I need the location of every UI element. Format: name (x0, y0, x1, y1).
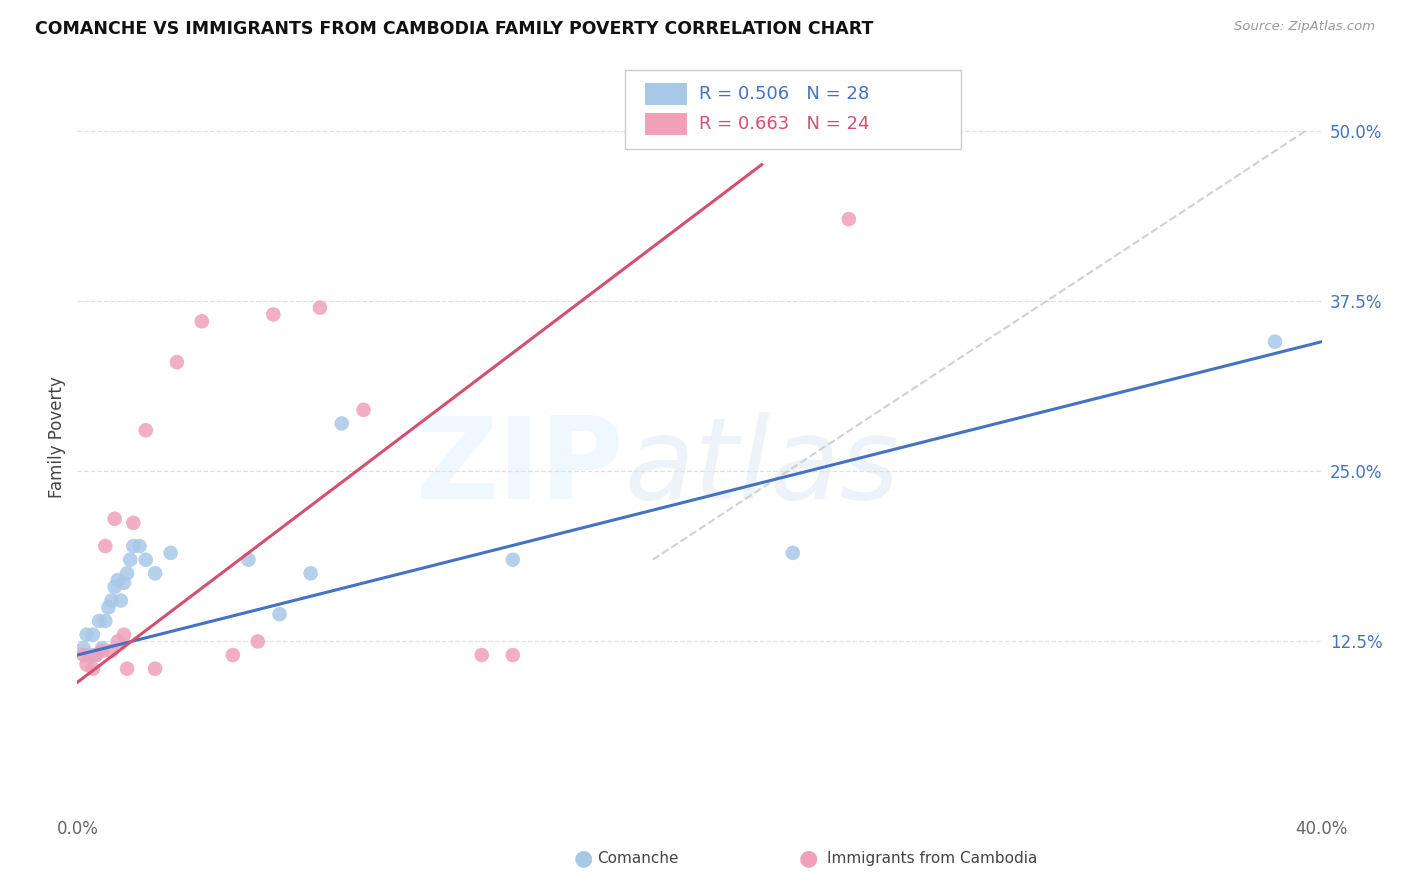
Point (94, 539, 117, 553)
Point (94, 614, 117, 628)
Text: R = 0.506   N = 28: R = 0.506 N = 28 (700, 85, 870, 103)
Point (107, 634, 129, 648)
Point (72, 641, 94, 656)
Point (502, 648, 524, 662)
Point (128, 539, 150, 553)
Point (120, 552, 142, 566)
Point (222, 648, 245, 662)
Point (238, 552, 260, 566)
Point (100, 644, 122, 658)
Point (262, 308, 284, 322)
Point (122, 539, 145, 553)
Point (84, 648, 107, 662)
Point (87, 614, 110, 628)
Point (76, 657, 98, 672)
Point (91, 641, 114, 656)
Text: atlas: atlas (624, 411, 900, 523)
Point (309, 301, 332, 315)
Point (76, 627, 98, 641)
Point (82, 662, 104, 676)
Point (299, 566, 322, 581)
Point (782, 546, 804, 560)
Text: ●: ● (799, 848, 818, 868)
Point (143, 566, 166, 581)
Text: Immigrants from Cambodia: Immigrants from Cambodia (827, 851, 1038, 865)
Point (79, 648, 101, 662)
Point (100, 593, 122, 607)
Point (838, 212, 860, 227)
Point (471, 648, 494, 662)
Point (191, 314, 214, 328)
Point (104, 580, 127, 594)
Point (82, 627, 104, 641)
Point (269, 607, 291, 622)
FancyBboxPatch shape (645, 112, 688, 135)
Point (122, 516, 145, 530)
Point (97, 600, 120, 615)
Point (115, 662, 138, 676)
Point (91, 644, 114, 658)
Point (112, 627, 135, 641)
Text: R = 0.663   N = 24: R = 0.663 N = 24 (700, 115, 870, 133)
Point (135, 423, 157, 437)
Point (104, 512, 127, 526)
Point (107, 573, 129, 587)
Text: ZIP: ZIP (416, 411, 624, 523)
Text: COMANCHE VS IMMIGRANTS FROM CAMBODIA FAMILY POVERTY CORRELATION CHART: COMANCHE VS IMMIGRANTS FROM CAMBODIA FAM… (35, 20, 873, 37)
Text: Comanche: Comanche (598, 851, 679, 865)
Point (502, 552, 524, 566)
FancyBboxPatch shape (645, 83, 688, 105)
Text: ●: ● (574, 848, 593, 868)
Point (72, 648, 94, 662)
Point (353, 402, 375, 417)
Point (246, 634, 269, 648)
Point (166, 355, 188, 369)
Point (1264, 334, 1286, 349)
Point (330, 417, 353, 431)
Point (159, 546, 181, 560)
FancyBboxPatch shape (624, 70, 960, 149)
Point (112, 575, 135, 590)
Point (115, 566, 138, 581)
Y-axis label: Family Poverty: Family Poverty (48, 376, 66, 498)
Point (143, 662, 166, 676)
Text: Source: ZipAtlas.com: Source: ZipAtlas.com (1234, 20, 1375, 33)
Point (110, 593, 132, 607)
Point (135, 552, 157, 566)
Point (84, 648, 107, 662)
